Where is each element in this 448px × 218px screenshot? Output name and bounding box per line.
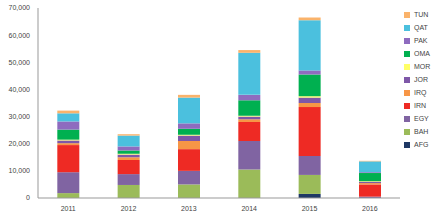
svg-text:2015: 2015: [302, 205, 318, 212]
html-text:IRN: IRN: [414, 102, 427, 109]
svg-text:20,000: 20,000: [9, 140, 31, 147]
html-text:EGY: EGY: [414, 115, 429, 122]
html-text:AFG: AFG: [414, 141, 429, 148]
html-text:PAK: PAK: [414, 37, 428, 44]
html-text:IRQ: IRQ: [414, 89, 427, 96]
svg-text:2016: 2016: [362, 205, 378, 212]
svg-text:10,000: 10,000: [9, 167, 31, 174]
html-text:JOR: JOR: [414, 76, 428, 83]
html-text:OMA: OMA: [414, 50, 430, 57]
svg-text:30,000: 30,000: [9, 113, 31, 120]
html-text:QAT: QAT: [414, 24, 428, 31]
svg-text:50,000: 50,000: [9, 59, 31, 66]
svg-text:2012: 2012: [121, 205, 137, 212]
svg-text:2014: 2014: [241, 205, 257, 212]
html-text:MOR: MOR: [414, 63, 431, 70]
svg-text:2011: 2011: [61, 205, 76, 212]
svg-text:70,000: 70,000: [9, 4, 31, 11]
svg-text:2013: 2013: [181, 205, 197, 212]
svg-text:0: 0: [26, 194, 30, 201]
svg-text:60,000: 60,000: [9, 32, 31, 39]
svg-text:40,000: 40,000: [9, 86, 31, 93]
html-text:TUN: TUN: [414, 11, 429, 18]
html-text:BAH: BAH: [414, 128, 429, 135]
